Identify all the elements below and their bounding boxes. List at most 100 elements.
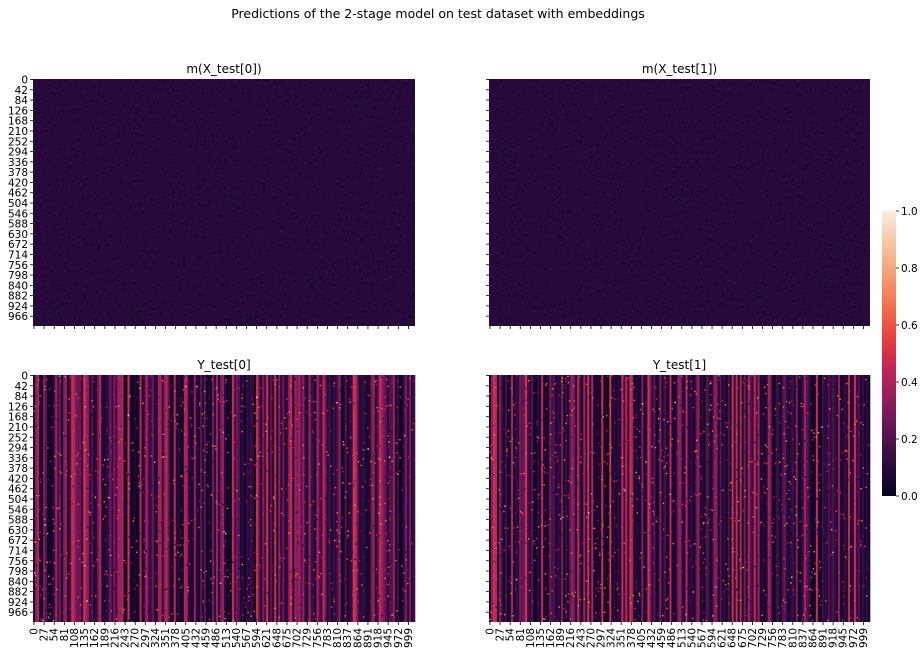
heatmap-cell	[701, 257, 703, 259]
heatmap-cell	[60, 433, 62, 435]
heatmap-cell	[687, 96, 689, 98]
heatmap-cell	[264, 543, 267, 545]
heatmap-cell	[194, 89, 196, 91]
heatmap-cell	[792, 100, 794, 102]
heatmap-cell	[222, 594, 224, 596]
heatmap-cell	[308, 80, 310, 82]
heatmap-cell	[379, 479, 381, 482]
heatmap-column	[248, 375, 251, 622]
heatmap-cell	[70, 162, 72, 164]
heatmap-cell	[215, 204, 217, 207]
heatmap-column	[171, 375, 175, 622]
heatmap-cell	[46, 116, 48, 118]
heatmap-cell	[212, 461, 214, 463]
heatmap-cell	[209, 306, 211, 309]
heatmap-cell	[286, 101, 288, 103]
heatmap-cell	[329, 379, 331, 382]
heatmap-cell	[119, 147, 121, 149]
heatmap-cell	[804, 81, 806, 83]
heatmap-cell	[165, 461, 168, 463]
heatmap-cell	[60, 512, 62, 515]
heatmap-cell	[753, 141, 755, 143]
heatmap-cell	[497, 257, 500, 259]
heatmap-cell	[796, 322, 799, 324]
heatmap-cell	[139, 489, 142, 492]
heatmap-cell	[136, 304, 138, 306]
heatmap-cell	[59, 470, 61, 473]
heatmap-cell	[283, 176, 285, 178]
heatmap-cell	[727, 297, 729, 299]
heatmap-cell	[388, 220, 390, 222]
heatmap-column	[404, 375, 408, 622]
heatmap-cell	[106, 573, 108, 576]
heatmap-cell	[771, 173, 773, 175]
heatmap-cell	[809, 164, 811, 166]
heatmap-cell	[223, 401, 225, 403]
heatmap-cell	[581, 193, 583, 195]
heatmap-cell	[241, 577, 244, 579]
heatmap-cell	[134, 282, 136, 284]
heatmap-cell	[98, 117, 100, 120]
heatmap-cell	[638, 246, 640, 248]
heatmap-cell	[317, 554, 319, 556]
heatmap-cell	[169, 162, 171, 164]
heatmap-cell	[354, 106, 356, 108]
heatmap-cell	[206, 447, 209, 449]
heatmap-cell	[180, 531, 182, 533]
heatmap-cell	[345, 428, 348, 431]
heatmap-cell	[403, 525, 406, 527]
heatmap-cell	[176, 423, 178, 425]
heatmap-cell	[272, 138, 274, 140]
heatmap-column	[410, 375, 414, 622]
heatmap-cell	[287, 150, 289, 152]
heatmap-cell	[46, 196, 48, 198]
heatmap-cell	[211, 378, 213, 381]
heatmap-cell	[44, 493, 46, 495]
heatmap-cell	[783, 119, 785, 121]
heatmap-cell	[602, 298, 604, 300]
heatmap-cell	[393, 258, 395, 260]
heatmap-cell	[227, 487, 229, 489]
heatmap-cell	[556, 253, 558, 255]
heatmap-cell	[39, 122, 41, 124]
heatmap-cell	[289, 231, 291, 233]
heatmap-cell	[524, 277, 526, 279]
heatmap-cell	[793, 293, 795, 295]
heatmap-cell	[153, 234, 155, 236]
heatmap-cell	[256, 396, 258, 398]
heatmap-cell	[763, 170, 765, 172]
heatmap-cell	[312, 584, 315, 586]
heatmap-cell	[197, 448, 199, 450]
heatmap-cell	[279, 567, 281, 569]
heatmap-cell	[772, 170, 774, 172]
heatmap-cell	[345, 237, 347, 239]
heatmap-cell	[165, 588, 168, 590]
y-tick-label: 882	[8, 291, 28, 303]
heatmap-cell	[684, 317, 686, 319]
heatmap-cell	[604, 103, 606, 105]
heatmap-cell	[61, 123, 63, 125]
heatmap-cell	[361, 206, 363, 209]
heatmap-cell	[595, 90, 597, 93]
heatmap-cell	[46, 561, 48, 563]
heatmap-cell	[706, 189, 708, 191]
heatmap-cell	[156, 150, 158, 152]
heatmap-cell	[151, 111, 153, 113]
heatmap-cell	[107, 496, 109, 499]
heatmap-cell	[162, 450, 164, 452]
heatmap-cell	[541, 123, 544, 125]
heatmap-cell	[536, 296, 538, 298]
heatmap-cell	[210, 578, 212, 580]
heatmap-column	[232, 375, 235, 622]
heatmap-cell	[832, 285, 834, 287]
heatmap-cell	[353, 408, 356, 410]
heatmap-cell	[214, 609, 217, 611]
heatmap-cell	[261, 169, 263, 171]
heatmap-cell	[302, 444, 304, 446]
heatmap-cell	[715, 324, 717, 326]
heatmap-cell	[637, 310, 639, 313]
heatmap-cell	[384, 408, 386, 411]
heatmap-cell	[384, 136, 386, 138]
heatmap-cell	[499, 300, 501, 302]
heatmap-cell	[174, 137, 176, 139]
